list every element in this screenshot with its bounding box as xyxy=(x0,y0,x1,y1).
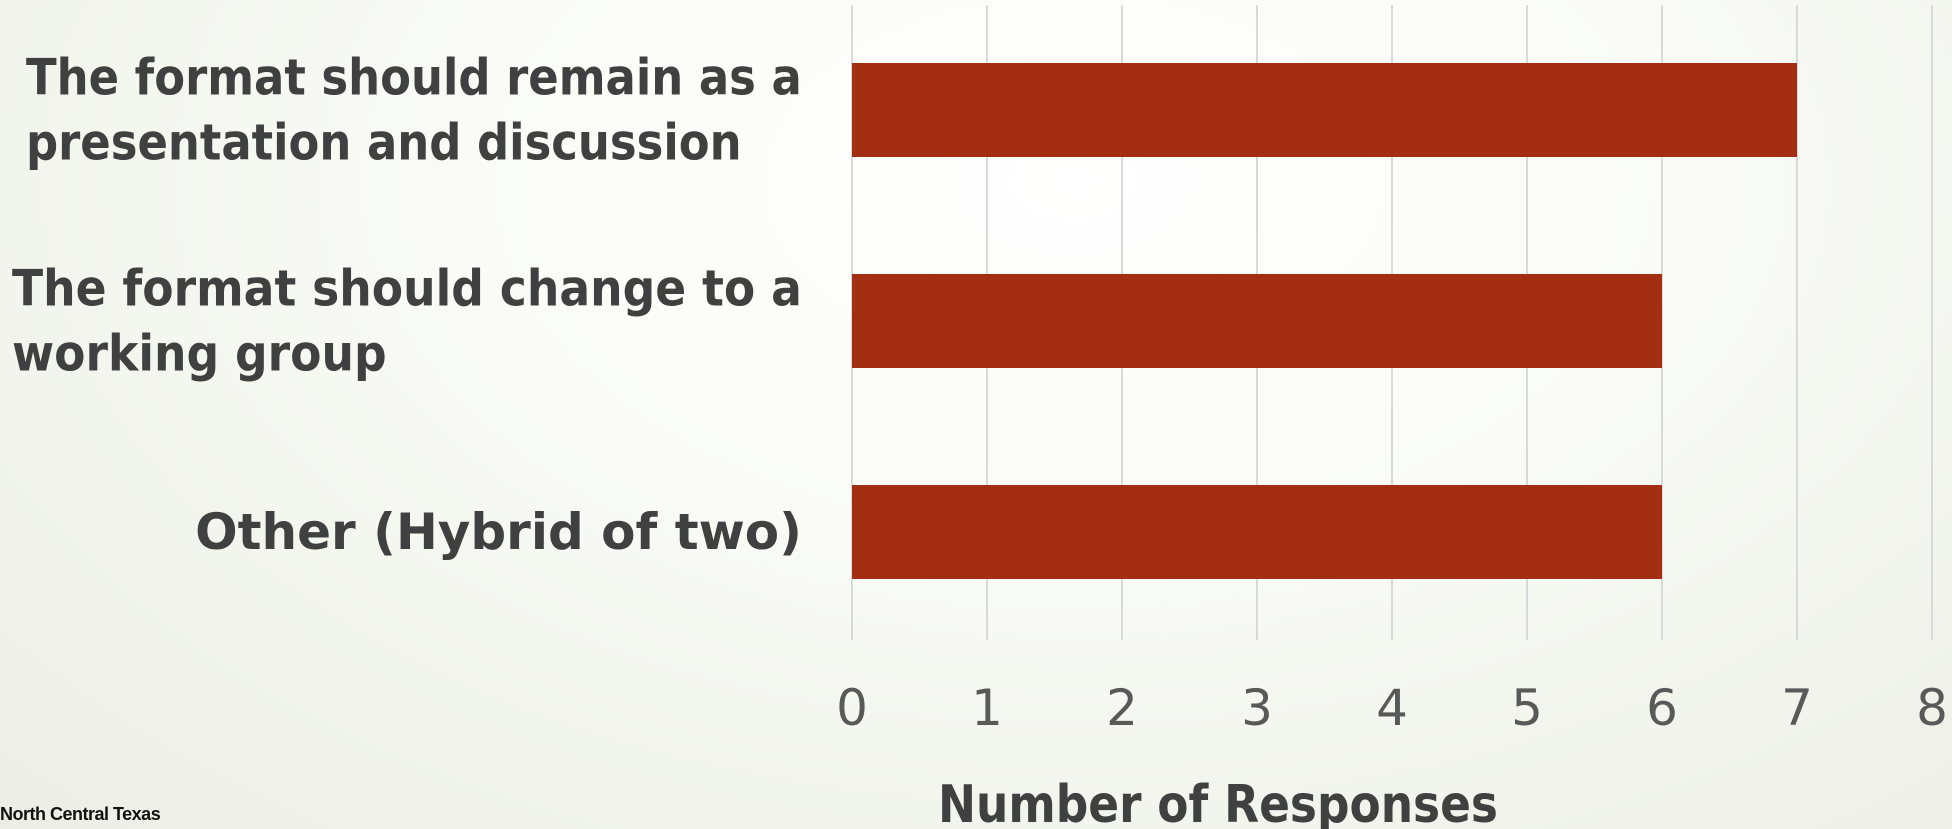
x-tick-label: 5 xyxy=(1511,679,1543,737)
bar xyxy=(852,485,1662,579)
x-tick-label: 1 xyxy=(971,679,1003,737)
category-label-line: Other (Hybrid of two) xyxy=(195,503,802,561)
x-tick-label: 2 xyxy=(1106,679,1138,737)
x-tick-label: 7 xyxy=(1781,679,1813,737)
category-label-line: The format should remain as a xyxy=(26,49,802,107)
category-label: The format should remain as a presentatio… xyxy=(26,49,802,172)
x-tick-label: 4 xyxy=(1376,679,1408,737)
category-label-line: The format should change to a xyxy=(12,261,802,318)
x-tick-label: 6 xyxy=(1646,679,1678,737)
category-label-line: presentation and discussion xyxy=(26,114,742,172)
bar xyxy=(852,63,1797,157)
organization-logo-text: North Central Texas xyxy=(0,804,161,824)
bar xyxy=(852,274,1662,368)
category-label: The format should change to a working gro… xyxy=(12,261,802,383)
x-tick-label: 8 xyxy=(1916,679,1948,737)
x-axis-title: Number of Responses xyxy=(938,774,1498,829)
category-label: Other (Hybrid of two) xyxy=(195,503,802,561)
x-tick-label: 3 xyxy=(1241,679,1273,737)
x-axis-tick-labels: 0 1 2 3 4 5 6 7 8 xyxy=(836,679,1948,737)
category-labels: The format should remain as a presentatio… xyxy=(12,49,802,561)
x-tick-label: 0 xyxy=(836,679,868,737)
category-label-line: working group xyxy=(12,326,387,383)
bars xyxy=(852,63,1797,579)
